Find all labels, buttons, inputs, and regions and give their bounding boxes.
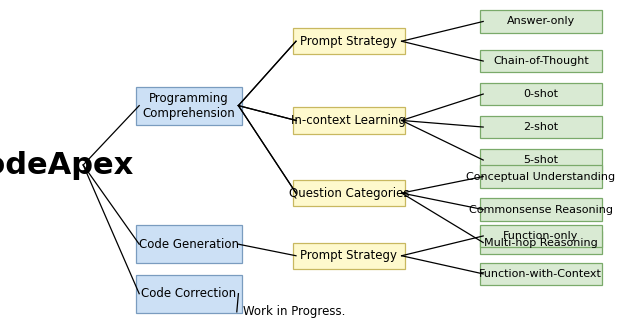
Text: Question Categories: Question Categories	[289, 186, 409, 200]
Text: 2-shot: 2-shot	[524, 122, 558, 132]
Text: Code Generation: Code Generation	[139, 238, 239, 251]
FancyBboxPatch shape	[480, 225, 602, 247]
Text: Function-with-Context: Function-with-Context	[479, 269, 602, 279]
Text: Code Correction: Code Correction	[141, 287, 236, 300]
FancyBboxPatch shape	[136, 86, 241, 124]
FancyBboxPatch shape	[480, 231, 602, 254]
FancyBboxPatch shape	[136, 225, 241, 263]
FancyBboxPatch shape	[293, 180, 405, 206]
Text: CodeApex: CodeApex	[0, 150, 134, 180]
Text: Work in Progress.: Work in Progress.	[243, 305, 346, 318]
FancyBboxPatch shape	[480, 10, 602, 33]
FancyBboxPatch shape	[136, 275, 241, 313]
Text: Conceptual Understanding: Conceptual Understanding	[466, 172, 616, 182]
FancyBboxPatch shape	[293, 243, 405, 269]
Text: Function-only: Function-only	[503, 231, 579, 241]
FancyBboxPatch shape	[480, 116, 602, 138]
Text: Prompt Strategy: Prompt Strategy	[300, 35, 397, 48]
FancyBboxPatch shape	[480, 198, 602, 221]
FancyBboxPatch shape	[293, 28, 405, 54]
FancyBboxPatch shape	[480, 83, 602, 105]
FancyBboxPatch shape	[480, 263, 602, 285]
FancyBboxPatch shape	[480, 165, 602, 188]
Text: Prompt Strategy: Prompt Strategy	[300, 249, 397, 262]
FancyBboxPatch shape	[293, 107, 405, 134]
Text: Programming
Comprehension: Programming Comprehension	[143, 92, 235, 119]
Text: Chain-of-Thought: Chain-of-Thought	[493, 56, 589, 66]
Text: In-context Learning: In-context Learning	[291, 114, 406, 127]
Text: Commonsense Reasoning: Commonsense Reasoning	[468, 205, 613, 214]
Text: Multi-hop Reasoning: Multi-hop Reasoning	[484, 238, 598, 248]
FancyBboxPatch shape	[480, 149, 602, 171]
Text: 0-shot: 0-shot	[524, 89, 558, 99]
Text: Answer-only: Answer-only	[507, 16, 575, 26]
Text: 5-shot: 5-shot	[524, 155, 558, 165]
FancyBboxPatch shape	[480, 50, 602, 72]
